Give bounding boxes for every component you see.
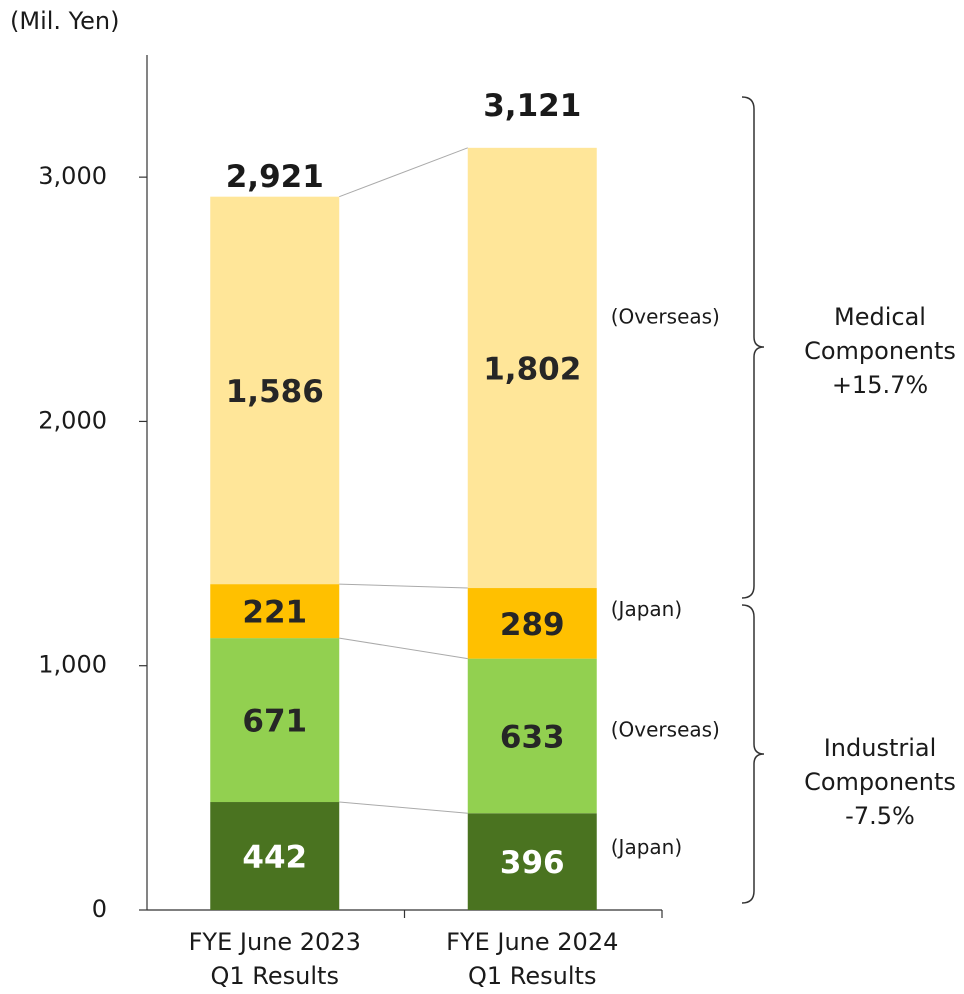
y-tick-label: 3,000 [38,162,107,190]
data-label: 396 [500,845,565,881]
data-label: 671 [242,704,307,740]
data-label: 221 [242,595,307,631]
y-tick-label: 0 [92,895,107,923]
bar-segment [210,638,340,803]
connector [339,583,468,589]
group-label: Industrial Components -7.5% [804,734,956,830]
data-label: 289 [500,607,565,643]
bar-segment [210,802,340,910]
connector [339,801,468,814]
x-tick-label: FYE June 2023 Q1 Results [189,928,361,990]
series-label: (Overseas) [611,717,720,741]
data-label: 1,586 [226,374,324,410]
y-tick-label: 1,000 [38,651,107,679]
bar-segment [467,813,597,910]
connector [339,147,468,198]
data-label: 633 [500,719,565,755]
bar-segment [467,588,597,659]
connector [339,637,468,660]
y-tick-label: 2,000 [38,406,107,434]
series-label: (Japan) [611,835,682,859]
bar-segment [210,584,340,639]
bar-segment [210,196,340,585]
brace [741,96,765,599]
bar-segment [467,658,597,814]
total-label: 3,121 [483,88,581,124]
group-label: Medical Components +15.7% [804,303,956,399]
series-label: (Japan) [611,597,682,621]
unit-label: (Mil. Yen) [10,7,119,35]
series-label: (Overseas) [611,305,720,329]
brace [741,604,765,904]
data-label: 1,802 [483,351,581,387]
total-label: 2,921 [226,159,324,195]
data-label: 442 [242,840,307,876]
x-tick-label: FYE June 2024 Q1 Results [446,928,618,990]
bar-segment [467,147,597,589]
